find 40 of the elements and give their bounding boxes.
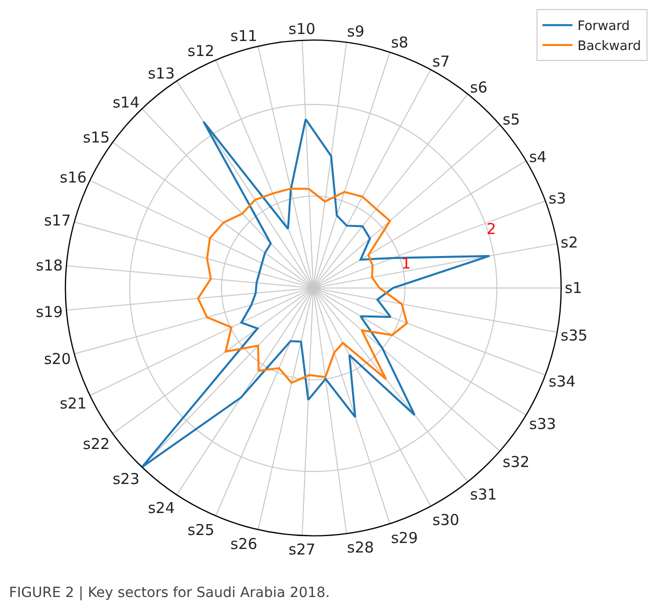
spoke-label: s18 xyxy=(36,256,63,274)
spoke-label: s9 xyxy=(347,22,364,40)
spoke-label: s7 xyxy=(432,52,450,70)
caption: FIGURE 2 | Key sectors for Saudi Arabia 2018. xyxy=(9,585,330,601)
spoke-label: s20 xyxy=(44,350,71,368)
spoke-label: s34 xyxy=(548,372,576,390)
y-tick-label: 2 xyxy=(486,220,496,238)
legend-label: Backward xyxy=(577,39,641,54)
spoke-label: s33 xyxy=(529,415,556,434)
spoke-label: s21 xyxy=(60,394,87,412)
spoke-label: s28 xyxy=(347,538,374,557)
spoke-label: s14 xyxy=(112,94,140,112)
spoke-label: s11 xyxy=(230,27,258,46)
spoke-label: s30 xyxy=(432,511,460,530)
spoke-label: s4 xyxy=(529,148,546,166)
spoke-label: s22 xyxy=(82,434,110,453)
spoke-label: s24 xyxy=(148,499,175,518)
spoke-label: s3 xyxy=(548,189,566,208)
spoke-label: s6 xyxy=(470,78,488,96)
spoke-label: s26 xyxy=(230,534,258,553)
spoke-label: s8 xyxy=(390,34,408,52)
spoke-label: s12 xyxy=(188,42,214,60)
spoke-label: s31 xyxy=(470,486,497,504)
spoke-label: s1 xyxy=(564,279,582,298)
spoke-label: s2 xyxy=(560,234,578,252)
spoke-label: s32 xyxy=(502,453,530,472)
spoke-label: s17 xyxy=(44,211,71,230)
spoke-label: s19 xyxy=(36,303,63,322)
spoke-label: s10 xyxy=(288,20,316,38)
spoke-label: s15 xyxy=(82,128,110,147)
y-tick-label: 1 xyxy=(401,254,411,272)
spoke-label: s23 xyxy=(112,470,140,488)
spoke-label: s25 xyxy=(188,521,214,540)
spoke-label: s29 xyxy=(390,528,418,547)
spoke-label: s27 xyxy=(288,540,316,558)
spoke-label: s35 xyxy=(560,326,588,345)
spoke-label: s13 xyxy=(148,64,175,82)
spoke-label: s5 xyxy=(502,110,520,128)
legend-label: Forward xyxy=(577,19,630,34)
spoke-label: s16 xyxy=(60,168,87,186)
